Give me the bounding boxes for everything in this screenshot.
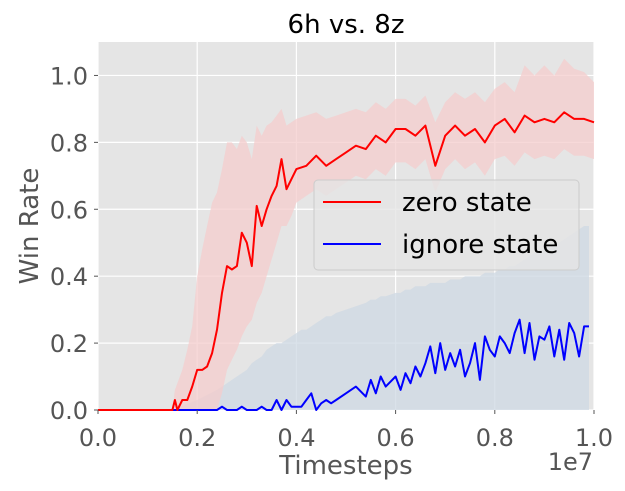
x-axis-label: Timesteps xyxy=(278,451,412,481)
y-tick-label: 0.4 xyxy=(50,263,88,291)
y-tick-label: 0.0 xyxy=(50,397,88,425)
series-line-zero-state xyxy=(98,111,595,411)
series-line-ignore-state xyxy=(98,318,589,411)
x-tick-label: 0.8 xyxy=(476,424,514,452)
x-tick-label: 0.0 xyxy=(79,424,117,452)
legend: zero state ignore state xyxy=(313,179,580,271)
y-axis-label: Win Rate xyxy=(15,168,45,285)
x-tick-label: 1.0 xyxy=(575,424,613,452)
confidence-band-zero-state xyxy=(98,58,594,410)
x-tick-label: 0.6 xyxy=(377,424,415,452)
y-tick-label: 0.2 xyxy=(50,330,88,358)
legend-label-ignore-state: ignore state xyxy=(402,230,558,260)
x-tick-label: 0.4 xyxy=(277,424,315,452)
y-tick-label: 1.0 xyxy=(50,62,88,90)
x-offset-label: 1e7 xyxy=(548,448,593,476)
legend-label-zero-state: zero state xyxy=(402,188,532,218)
y-tick-label: 0.6 xyxy=(50,196,88,224)
x-tick-label: 0.2 xyxy=(178,424,216,452)
y-tick-label: 0.8 xyxy=(50,129,88,157)
chart-title: 6h vs. 8z xyxy=(288,10,405,40)
confidence-band-ignore-state xyxy=(98,226,589,410)
